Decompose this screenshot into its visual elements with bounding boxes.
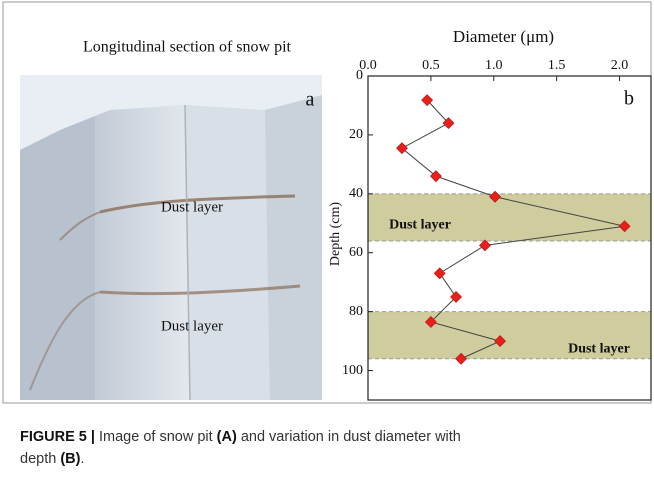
data-point (489, 190, 501, 203)
band-label: Dust layer (568, 341, 630, 356)
caption: FIGURE 5 | Image of snow pit (A) and var… (20, 429, 461, 445)
layer-label: Dust layer (161, 318, 223, 334)
photo-title: Longitudinal section of snow pit (83, 39, 292, 56)
x-tick-label: 2.0 (611, 58, 629, 73)
caption: depth (B). (20, 451, 85, 467)
y-tick-label: 100 (342, 363, 363, 378)
y-tick-label: 40 (349, 186, 363, 201)
dust-band (368, 193, 651, 241)
caption-text: and variation in dust diameter with (237, 429, 461, 445)
band-label: Dust layer (389, 218, 451, 233)
caption-ref: (A) (217, 429, 237, 445)
x-axis-label: Diameter (μm) (453, 27, 554, 46)
data-point (479, 239, 491, 252)
data-point (424, 316, 437, 328)
data-point (450, 290, 462, 303)
y-tick-label: 80 (349, 304, 363, 319)
caption-ref: (B) (60, 451, 80, 467)
caption-text: . (80, 451, 84, 467)
plot-frame (367, 75, 652, 401)
series-line (401, 99, 625, 360)
panel-letter: a (306, 89, 315, 111)
x-tick-label: 1.5 (548, 58, 566, 73)
y-axis-label: Depth (cm) (328, 202, 343, 266)
caption-text: Image of snow pit (95, 429, 217, 445)
snow-pit-photo (20, 75, 322, 401)
x-tick-label: 0.5 (422, 58, 440, 73)
caption-text: depth (20, 451, 60, 467)
data-point (421, 94, 434, 107)
data-point (433, 267, 446, 280)
data-point (494, 335, 506, 348)
x-tick-label: 0.0 (359, 58, 377, 73)
layer-label: Dust layer (161, 199, 223, 215)
panel-letter: b (624, 88, 634, 110)
data-point (442, 117, 455, 130)
dust-band (368, 311, 651, 359)
data-point (455, 352, 468, 365)
data-point (396, 142, 408, 155)
y-tick-label: 20 (349, 127, 363, 142)
data-point (429, 170, 442, 183)
y-tick-label: 0 (356, 68, 363, 83)
data-point (618, 220, 631, 233)
y-tick-label: 60 (349, 245, 363, 260)
chart: Dust layer Dust layer 0.0 0.5 1.0 1.5 2.0 0 20 40… (328, 27, 652, 401)
x-tick-label: 1.0 (485, 58, 503, 73)
caption-label: FIGURE 5 | (20, 429, 95, 445)
